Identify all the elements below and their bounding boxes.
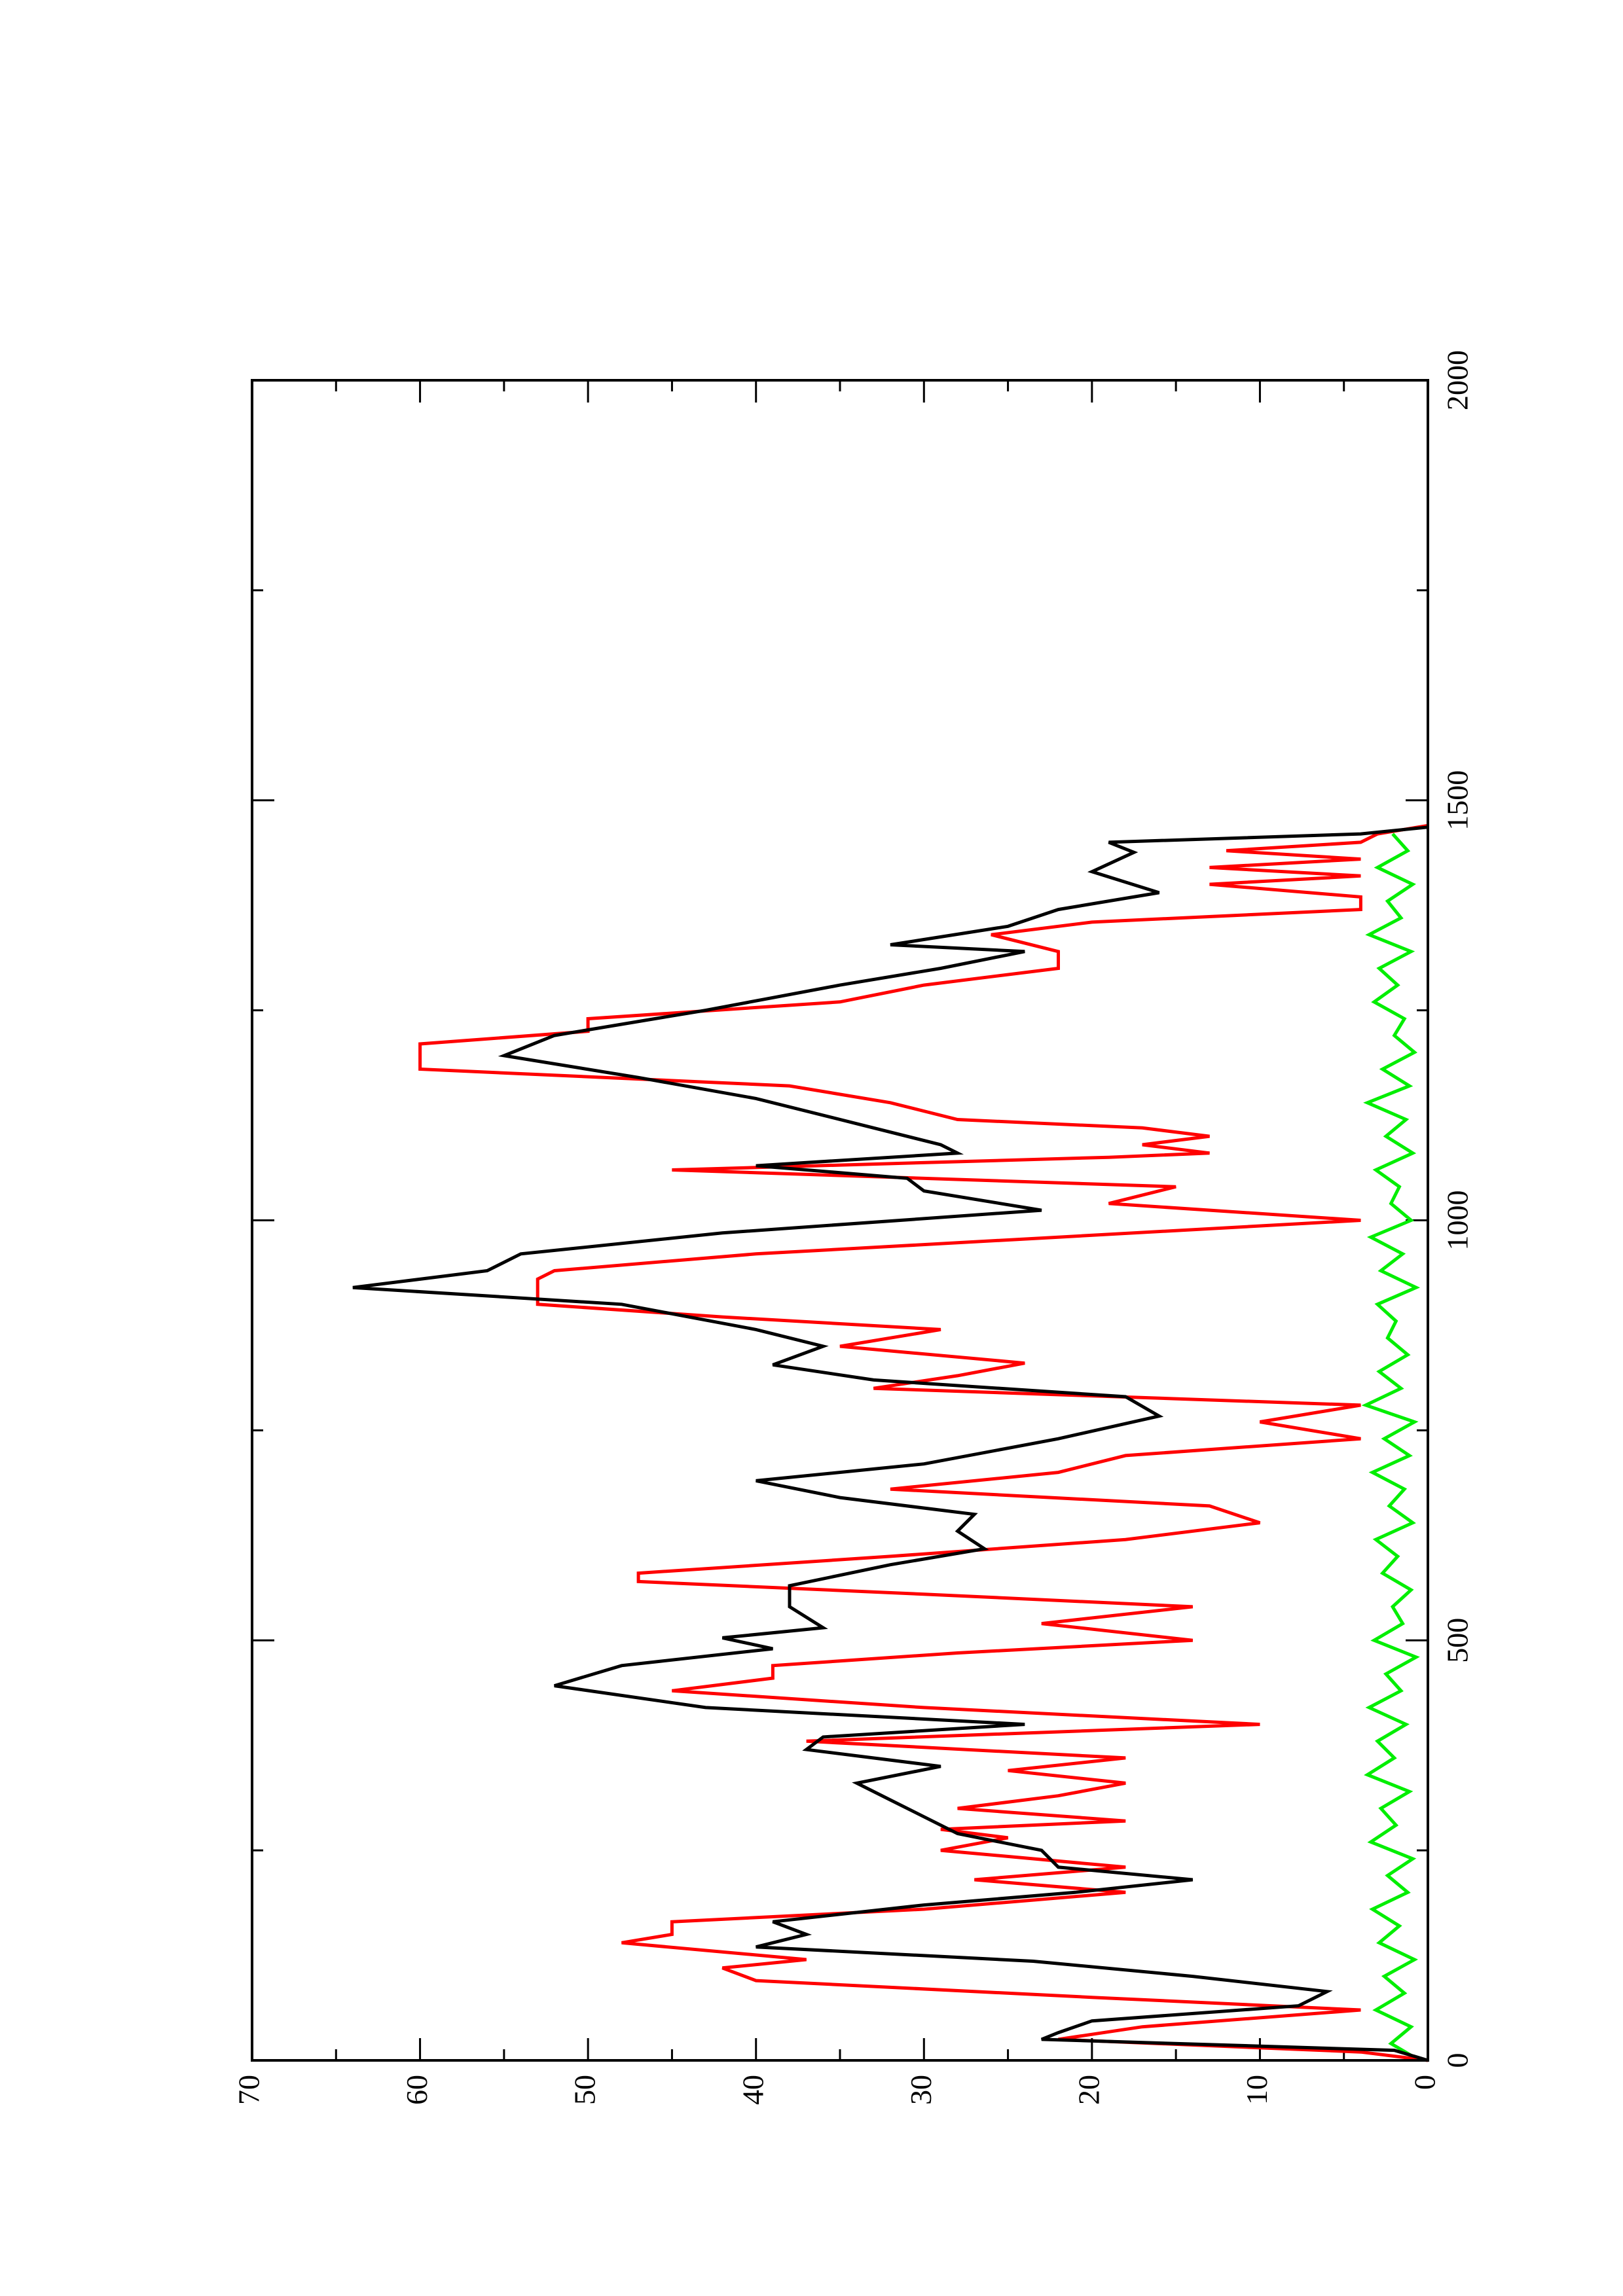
plot-frame bbox=[251, 379, 1429, 2062]
y-tick-label: 30 bbox=[904, 2075, 938, 2105]
series-line bbox=[1361, 833, 1421, 2062]
y-tick-label: 40 bbox=[736, 2075, 769, 2105]
y-tick-label: 60 bbox=[400, 2075, 433, 2105]
rotated-chart: 0 500 1000 1500 2000 0 10 20 30 40 50 60 70 bbox=[232, 350, 1474, 2105]
x-tick-label: 0 bbox=[1441, 2053, 1474, 2068]
y-tick-label: 50 bbox=[568, 2075, 602, 2105]
x-tick-label: 500 bbox=[1441, 1618, 1474, 1663]
x-tick-label: 2000 bbox=[1441, 350, 1474, 410]
y-tick-label: 20 bbox=[1072, 2075, 1105, 2105]
series-line bbox=[418, 823, 1429, 2062]
y-tick-label: 10 bbox=[1240, 2075, 1273, 2105]
x-tick-label: 1000 bbox=[1441, 1191, 1474, 1251]
y-tick-label: 0 bbox=[1408, 2075, 1442, 2090]
y-tick-label: 70 bbox=[232, 2075, 266, 2105]
x-tick-label: 1500 bbox=[1441, 770, 1474, 831]
series-line bbox=[352, 825, 1429, 2062]
